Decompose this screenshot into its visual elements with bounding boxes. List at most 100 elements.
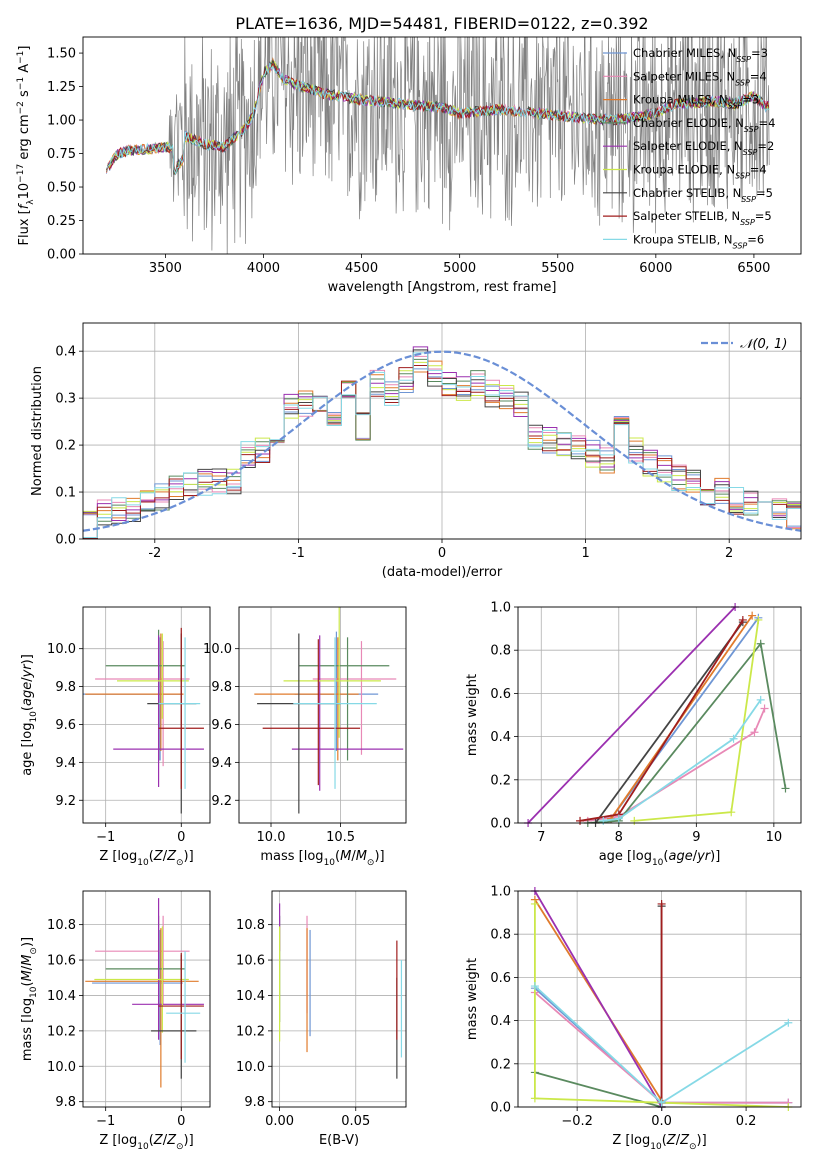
panel-weight-vs-age: 7 8 9 10 0.0 0.2 0.4 0.6 0.8 1.0 age [log10(age/yr… (465, 601, 802, 868)
y-tick-label: 0.2 (490, 773, 511, 788)
y-tick-label: 10.4 (236, 989, 265, 1004)
axes-frame (82, 890, 211, 1108)
weight-series-5 (534, 904, 789, 1107)
legend-entry-1: Salpeter MILES, NSSP=4 (633, 69, 767, 87)
weight-marker (781, 784, 790, 793)
legend-entry-7: Salpeter STELIB, NSSP=5 (633, 209, 772, 227)
y-tick-label: 0.4 (55, 345, 76, 360)
legend-entry-0: Chabrier MILES, NSSP=3 (633, 46, 768, 64)
y-axis-label: mass weight (465, 958, 480, 1040)
x-tick-label: 1 (581, 546, 589, 561)
y-tick-label: 0.6 (490, 687, 511, 702)
x-axis-label: Z [log10(Z/Z⊙)] (99, 849, 193, 868)
axes-frame (82, 36, 802, 255)
y-tick-label: 0.50 (47, 181, 76, 196)
y-tick-label: 0.6 (490, 971, 511, 986)
axes-frame (517, 606, 802, 824)
weight-marker (657, 899, 666, 908)
weight-marker (657, 1098, 666, 1107)
weight-marker (754, 615, 763, 624)
y-axis-label: age [log10(age/yr)] (20, 654, 39, 776)
x-axis-label: mass [log10(M/M⊙)] (260, 849, 384, 868)
x-tick-label: 10.0 (257, 830, 286, 845)
x-axis-label: Z [log10(Z/Z⊙)] (612, 1133, 706, 1152)
x-axis-label: age [log10(age/yr)] (599, 849, 721, 868)
y-tick-label: 0.0 (490, 817, 511, 832)
x-tick-label: -1 (292, 546, 305, 561)
panel-residuals: -2 -1 0 1 2 0.0 0.1 0.2 0.3 0.4 (data-model)/error… (30, 322, 802, 580)
y-axis-label: Flux [fλ10−17 erg cm−2 s−1 A−1] (16, 46, 36, 246)
y-tick-label: 10.8 (47, 918, 76, 933)
weight-marker (614, 814, 623, 823)
weight-marker (630, 816, 639, 825)
y-tick-label: 10.6 (236, 954, 265, 969)
weight-marker (756, 695, 765, 704)
y-tick-label: 1.0 (490, 885, 511, 900)
y-tick-label: 1.50 (47, 47, 76, 62)
y-tick-label: 0.00 (47, 248, 76, 263)
y-tick-label: 9.8 (55, 1095, 76, 1110)
y-tick-label: 9.2 (55, 794, 76, 809)
observed-spectrum (106, 37, 770, 254)
y-tick-label: 9.4 (211, 756, 232, 771)
x-axis-label: Z [log10(Z/Z⊙)] (99, 1133, 193, 1152)
weight-marker (530, 982, 539, 991)
panel-mass-vs-ebv: 0.00 0.05 9.8 10.0 10.2 10.4 10.6 10.8 E(B-V) (236, 890, 407, 1148)
y-tick-label: 9.6 (211, 718, 232, 733)
y-tick-label: 10.2 (47, 1024, 76, 1039)
legend-entry-2: Kroupa MILES, NSSP=3 (633, 93, 759, 111)
y-tick-label: 0.2 (55, 439, 76, 454)
panel-weight-vs-Z: −0.2 0.0 0.2 0.0 0.2 0.4 0.6 0.8 1.0 Z [log10(Z/Z… (465, 885, 802, 1152)
legend-entry-8: Kroupa STELIB, NSSP=6 (633, 232, 764, 250)
x-tick-label: 2 (725, 546, 733, 561)
weight-series-6 (594, 621, 744, 823)
y-tick-label: 10.6 (47, 954, 76, 969)
x-tick-label: 8 (615, 830, 623, 845)
x-tick-label: −1 (96, 1114, 115, 1129)
y-tick-label: 0.25 (47, 214, 76, 229)
panel-age-vs-Z: −1 0 9.2 9.4 9.6 9.8 10.0 Z [log10(Z/Z⊙)] age [l… (20, 606, 211, 868)
weight-marker (530, 1094, 539, 1103)
x-tick-label: 5000 (443, 261, 476, 276)
axes-frame (517, 890, 802, 1108)
x-tick-label: 0.00 (265, 1114, 294, 1129)
y-tick-label: 0.3 (55, 392, 76, 407)
y-tick-label: 9.6 (55, 718, 76, 733)
weight-marker (576, 816, 585, 825)
figure-title: PLATE=1636, MJD=54481, FIBERID=0122, z=0… (235, 14, 648, 33)
y-tick-label: 10.2 (236, 1024, 265, 1039)
y-tick-label: 9.8 (211, 680, 232, 695)
y-tick-label: 10.4 (47, 989, 76, 1004)
weight-marker (727, 808, 736, 817)
y-tick-label: 0.4 (490, 730, 511, 745)
y-tick-label: 10.8 (236, 918, 265, 933)
legend-entry-5: Kroupa ELODIE, NSSP=4 (633, 163, 767, 181)
gaussian-curve (83, 350, 801, 532)
weight-marker (738, 615, 747, 624)
model-spectrum-8 (106, 62, 770, 176)
panel-age-vs-mass: 10.0 10.5 9.2 9.4 9.6 9.8 10.0 mass [log10(M/M⊙… (203, 606, 407, 868)
x-tick-label: 0 (438, 546, 446, 561)
y-tick-label: 1.0 (490, 601, 511, 616)
weight-series-4 (527, 607, 736, 823)
legend-entry-3: Chabrier ELODIE, NSSP=4 (633, 116, 775, 133)
y-tick-label: 1.00 (47, 114, 76, 129)
weight-series-8 (603, 699, 762, 822)
y-tick-label: 10.0 (47, 1060, 76, 1075)
x-tick-label: −0.2 (561, 1114, 593, 1129)
x-tick-label: 9 (692, 830, 700, 845)
y-tick-label: 1.25 (47, 80, 76, 95)
weight-marker (760, 704, 769, 713)
x-tick-label: 0 (177, 830, 185, 845)
legend-gaussian-label: 𝒩(0, 1) (740, 337, 787, 352)
y-tick-label: 0.1 (55, 486, 76, 501)
legend: Chabrier MILES, NSSP=3 Salpeter MILES, NS… (603, 46, 775, 250)
y-tick-label: 0.2 (490, 1057, 511, 1072)
y-axis-label: mass weight (465, 674, 480, 756)
x-tick-label: 6500 (737, 261, 770, 276)
x-tick-label: 0 (177, 1114, 185, 1129)
y-axis-label: mass [log10(M/M⊙)] (20, 937, 39, 1061)
x-tick-label: 6000 (639, 261, 672, 276)
legend-entry-6: Chabrier STELIB, NSSP=5 (633, 186, 773, 204)
